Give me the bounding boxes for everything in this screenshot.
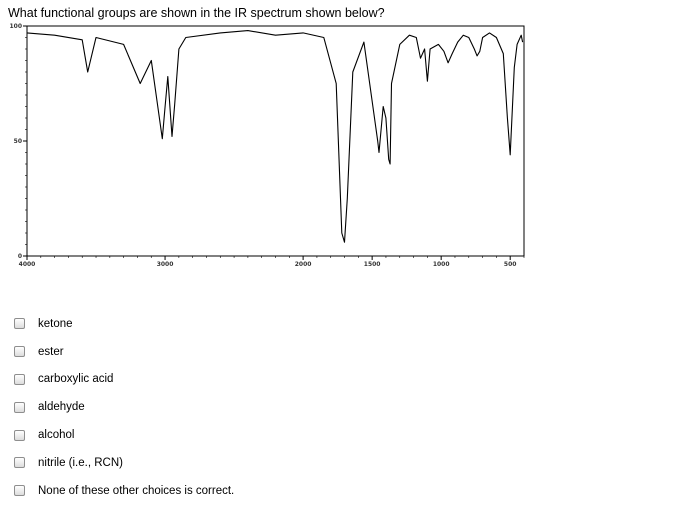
checkbox[interactable]	[14, 485, 25, 497]
x-tick-label: 2000	[295, 261, 312, 268]
spectrum-line	[26, 30, 524, 243]
checkbox[interactable]	[14, 401, 25, 413]
x-tick-label: 1500	[364, 261, 381, 268]
checkbox[interactable]	[14, 373, 25, 385]
option-label: nitrile (i.e., RCN)	[38, 456, 123, 469]
option-carboxylic-acid[interactable]: carboxylic acid	[14, 366, 234, 394]
x-tick-label: 3000	[157, 261, 174, 268]
option-label: ketone	[38, 317, 73, 330]
checkbox[interactable]	[14, 318, 25, 330]
option-ketone[interactable]: ketone	[14, 310, 234, 338]
option-none-of-these[interactable]: None of these other choices is correct.	[14, 477, 234, 505]
x-tick-label: 500	[504, 261, 517, 268]
option-nitrile[interactable]: nitrile (i.e., RCN)	[14, 449, 234, 477]
x-tick-label: 1000	[433, 261, 450, 268]
option-label: carboxylic acid	[38, 373, 114, 386]
checkbox[interactable]	[14, 429, 25, 441]
checkbox[interactable]	[14, 457, 25, 469]
option-label: alcohol	[38, 429, 75, 442]
option-alcohol[interactable]: alcohol	[14, 421, 234, 449]
option-aldehyde[interactable]: aldehyde	[14, 393, 234, 421]
x-tick-label: 4000	[19, 261, 36, 268]
option-label: None of these other choices is correct.	[38, 484, 235, 497]
answer-options: ketone ester carboxylic acid aldehyde al…	[14, 310, 234, 505]
option-label: ester	[38, 345, 64, 358]
option-label: aldehyde	[38, 401, 85, 414]
x-axis: 4000 3000 2000 1500 1000 500	[19, 256, 525, 268]
y-tick-label: 0	[18, 253, 22, 260]
question-text: What functional groups are shown in the …	[8, 6, 385, 20]
option-ester[interactable]: ester	[14, 338, 234, 366]
y-tick-label: 50	[14, 138, 22, 145]
y-tick-label: 100	[9, 23, 22, 30]
y-axis: 100 50 0	[9, 23, 27, 260]
checkbox[interactable]	[14, 346, 25, 358]
